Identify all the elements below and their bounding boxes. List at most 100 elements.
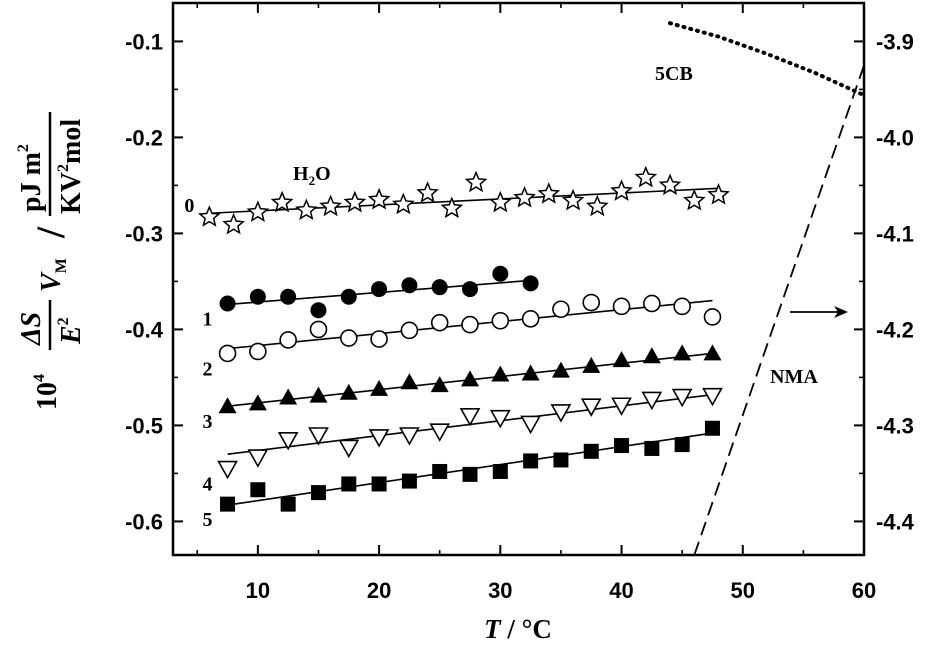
open-circle-marker [249,342,267,361]
open-circle-marker [309,320,328,339]
star-marker [416,181,439,203]
series-label: 1 [203,308,213,330]
open-circle-marker [461,315,479,334]
x-tick-label: 60 [852,578,876,603]
filled-circle-marker [249,288,266,305]
svg-text:pJ m2: pJ m2 [15,144,47,212]
y2-tick-label: -4.3 [876,413,914,438]
open-circle-marker [370,330,388,348]
star-marker [610,179,633,201]
star-marker [319,194,342,217]
open-triangle-marker [247,449,269,468]
open-circle-marker [612,297,631,316]
filled-square-marker [644,440,660,456]
filled-triangle-marker [642,347,661,364]
filled-square-marker [492,463,508,479]
star-marker [561,188,585,211]
svg-text:/: / [28,226,73,239]
open-circle-marker [339,329,358,347]
filled-square-marker [462,466,478,482]
x-tick-label: 50 [731,578,755,603]
svg-text:VM: VM [36,258,70,292]
filled-triangle-marker [279,388,298,405]
star-marker [294,198,318,221]
open-triangle-marker [429,423,451,442]
filled-square-marker [220,496,236,512]
open-circle-marker [279,331,297,349]
y-tick-label: -0.2 [125,125,163,150]
filled-triangle-marker [400,373,419,390]
star-marker [488,190,512,213]
open-triangle-marker [277,432,299,451]
open-triangle-marker [641,391,663,411]
filled-square-marker [432,463,448,479]
star-marker [537,182,561,204]
y2-tick-label: -4.2 [876,317,914,342]
open-triangle-marker [368,429,390,448]
open-triangle-marker [308,427,329,446]
star-marker [367,187,391,210]
open-triangle-marker [550,404,572,423]
filled-circle-marker [219,295,236,312]
open-circle-marker [400,321,419,340]
star-marker [440,196,464,219]
filled-circle-marker [522,275,539,292]
star-marker [658,173,682,196]
plot-frame [171,1,866,557]
series-label: 2 [203,358,213,380]
filled-circle-marker [431,279,448,296]
filled-square-marker [401,473,417,489]
y2-tick-label: -3.9 [876,29,914,54]
y2-tick-label: -4.4 [876,509,915,534]
star-marker [634,165,658,188]
filled-triangle-marker [461,370,480,387]
filled-triangle-marker [673,344,692,361]
series-label: 5 [203,509,213,531]
filled-triangle-marker [703,344,722,361]
filled-circle-marker [280,288,297,305]
filled-square-marker [280,496,296,512]
filled-circle-marker [492,265,509,282]
label-5cb: 5CB [655,63,693,85]
filled-circle-marker [310,302,327,319]
open-triangle-marker [671,388,693,408]
filled-triangle-marker [612,351,631,368]
filled-triangle-marker [551,361,570,378]
open-triangle-marker [520,415,541,435]
filled-triangle-marker [339,383,358,400]
open-triangle-marker [702,387,723,407]
filled-square-marker [341,476,357,492]
filled-square-marker [371,476,387,492]
filled-triangle-marker [248,394,267,411]
label-h2o: H2O [293,163,331,188]
open-triangle-marker [580,398,602,417]
filled-circle-marker [371,281,388,298]
curve-5cb [668,21,866,98]
y-tick-label: -0.3 [125,221,163,246]
open-circle-marker [218,344,237,363]
svg-text:104: 104 [31,374,63,410]
open-triangle-marker [459,408,481,427]
open-circle-marker [552,300,570,319]
open-triangle-marker [217,460,238,480]
open-circle-marker [582,293,601,312]
filled-triangle-marker [430,376,449,393]
filled-triangle-marker [309,386,328,403]
svg-text:E2: E2 [55,317,87,345]
filled-square-marker [704,420,720,436]
fit-line [209,187,719,215]
star-marker [513,185,536,208]
open-circle-marker [703,308,722,326]
filled-triangle-marker [521,364,540,381]
open-triangle-marker [489,409,511,429]
y-tick-label: -0.5 [125,413,163,438]
filled-triangle-marker [582,356,601,373]
svg-text:ΔS: ΔS [16,312,47,346]
x-axis-label: T / °C [484,614,552,644]
curve-nma [693,65,865,556]
y-tick-label: -0.4 [125,317,164,342]
open-circle-marker [491,311,510,330]
filled-circle-marker [462,281,479,298]
open-circle-marker [430,313,449,332]
